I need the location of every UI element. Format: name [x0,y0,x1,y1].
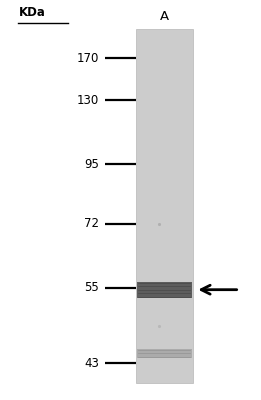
Bar [136,28,193,383]
Text: KDa: KDa [19,6,46,19]
Text: 170: 170 [77,52,99,65]
Bar [137,282,192,298]
Text: A: A [160,10,169,23]
Bar [137,349,192,358]
Text: 72: 72 [84,218,99,230]
Text: 95: 95 [85,158,99,171]
Text: 55: 55 [85,281,99,294]
Text: 43: 43 [85,357,99,370]
Text: 130: 130 [77,94,99,107]
